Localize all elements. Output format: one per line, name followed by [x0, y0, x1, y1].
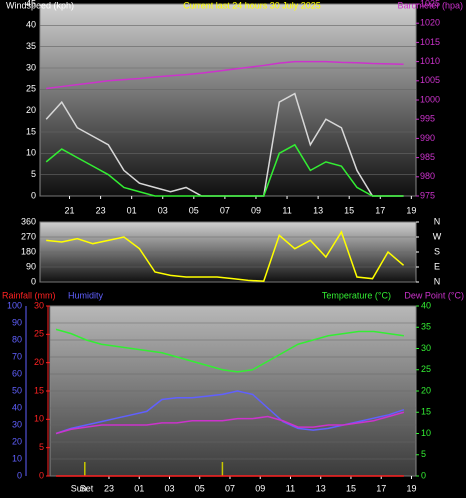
x-tick-label: 05 — [189, 205, 199, 215]
chart-title: Current last 24 hours 30 July 2025 — [183, 0, 321, 10]
y-tick-label: 0 — [31, 276, 36, 286]
y3-tick-label: 15 — [34, 385, 44, 395]
series-line — [46, 230, 405, 282]
y3-tick-label: 25 — [34, 329, 44, 339]
y2-tick-label: 1020 — [420, 18, 440, 28]
y2-tick-label: 1025 — [420, 0, 440, 8]
y2-tick-label: 985 — [420, 152, 435, 162]
y-tick-label: 100 — [7, 300, 22, 310]
y2-tick-label: N — [434, 276, 441, 286]
x-tick-label: 23 — [104, 483, 114, 493]
y2-tick-label: E — [434, 261, 440, 271]
y-tick-label: 20 — [26, 105, 36, 115]
x-tick-label: 01 — [127, 205, 137, 215]
x-tick-label: 05 — [195, 483, 205, 493]
y-tick-label: 180 — [21, 246, 36, 256]
y3-tick-label: 20 — [34, 357, 44, 367]
y2-tick-label: 1005 — [420, 75, 440, 85]
x-tick-label: 19 — [406, 205, 416, 215]
y-tick-label: 90 — [26, 261, 36, 271]
x-tick-label: 09 — [255, 483, 265, 493]
x-tick-label: 21 — [65, 205, 75, 215]
y2-tick-label: 25 — [421, 364, 431, 374]
y-tick-label: 80 — [12, 334, 22, 344]
y-tick-label: 10 — [26, 148, 36, 158]
y2-tick-label: 0 — [421, 470, 426, 480]
x-tick-label: 23 — [96, 205, 106, 215]
y-tick-label: 30 — [26, 62, 36, 72]
series-line — [45, 143, 404, 197]
y-tick-label: 25 — [26, 84, 36, 94]
y-tick-label: 45 — [26, 0, 36, 8]
y2-tick-label: 1000 — [420, 94, 440, 104]
y2-tick-label: 990 — [420, 133, 435, 143]
y2-axis-title: Barometer (hpa) — [397, 0, 463, 10]
y-tick-label: 35 — [26, 41, 36, 51]
x-tick-label: 15 — [346, 483, 356, 493]
x-tick-label: 03 — [158, 205, 168, 215]
x-tick-label: 17 — [376, 483, 386, 493]
legend-entry: Humidity — [68, 290, 104, 300]
y-tick-label: 270 — [21, 231, 36, 241]
y2-tick-label: S — [434, 246, 440, 256]
y2-tick-label: 15 — [421, 407, 431, 417]
y-tick-label: 0 — [17, 470, 22, 480]
y2-tick-label: N — [434, 216, 441, 226]
y2-tick-label: 5 — [421, 449, 426, 459]
annotation: Set — [80, 483, 94, 493]
x-tick-label: 11 — [286, 483, 295, 493]
x-tick-label: 03 — [164, 483, 174, 493]
x-tick-label: 19 — [406, 483, 416, 493]
y-tick-label: 60 — [12, 368, 22, 378]
x-tick-label: 09 — [251, 205, 261, 215]
y2-tick-label: 975 — [420, 190, 435, 200]
y3-tick-label: 30 — [34, 300, 44, 310]
x-tick-label: 07 — [225, 483, 235, 493]
y-tick-label: 0 — [31, 190, 36, 200]
y2-tick-label: 1015 — [420, 37, 440, 47]
y-tick-label: 40 — [12, 402, 22, 412]
y-tick-label: 10 — [12, 453, 22, 463]
x-tick-label: 15 — [344, 205, 354, 215]
legend-entry: Dew Point (°C) — [404, 290, 464, 300]
x-tick-label: 11 — [282, 205, 291, 215]
x-tick-label: 13 — [316, 483, 326, 493]
y2-tick-label: 10 — [421, 428, 431, 438]
y-tick-label: 70 — [12, 351, 22, 361]
y2-tick-label: 980 — [420, 171, 435, 181]
legend-entry: Rainfall (mm) — [2, 290, 56, 300]
y3-tick-label: 0 — [39, 470, 44, 480]
y-tick-label: 30 — [12, 419, 22, 429]
y2-tick-label: W — [433, 231, 442, 241]
y2-tick-label: 20 — [421, 385, 431, 395]
x-tick-label: 07 — [220, 205, 230, 215]
y2-tick-label: 1010 — [420, 56, 440, 66]
legend-entry: Temperature (°C) — [322, 290, 391, 300]
y3-tick-label: 10 — [34, 414, 44, 424]
y2-tick-label: 995 — [420, 114, 435, 124]
y-tick-label: 5 — [31, 169, 36, 179]
y-tick-label: 15 — [26, 126, 36, 136]
x-tick-label: 17 — [375, 205, 385, 215]
x-tick-label: 01 — [134, 483, 144, 493]
y2-tick-label: 35 — [421, 322, 431, 332]
series-line — [46, 60, 404, 90]
y-axis-title: Windspeed (kph) — [6, 0, 74, 10]
y3-tick-label: 5 — [39, 442, 44, 452]
y-tick-label: 360 — [21, 216, 36, 226]
series-line — [55, 328, 405, 373]
y2-tick-label: 40 — [421, 300, 431, 310]
x-tick-label: 13 — [313, 205, 323, 215]
series-line — [55, 411, 405, 435]
y2-tick-label: 30 — [421, 343, 431, 353]
annotation: Sun — [71, 483, 87, 493]
y-tick-label: 40 — [26, 20, 36, 30]
y-tick-label: 90 — [12, 317, 22, 327]
plot-area — [39, 3, 417, 197]
y-tick-label: 20 — [12, 436, 22, 446]
y-tick-label: 50 — [12, 385, 22, 395]
